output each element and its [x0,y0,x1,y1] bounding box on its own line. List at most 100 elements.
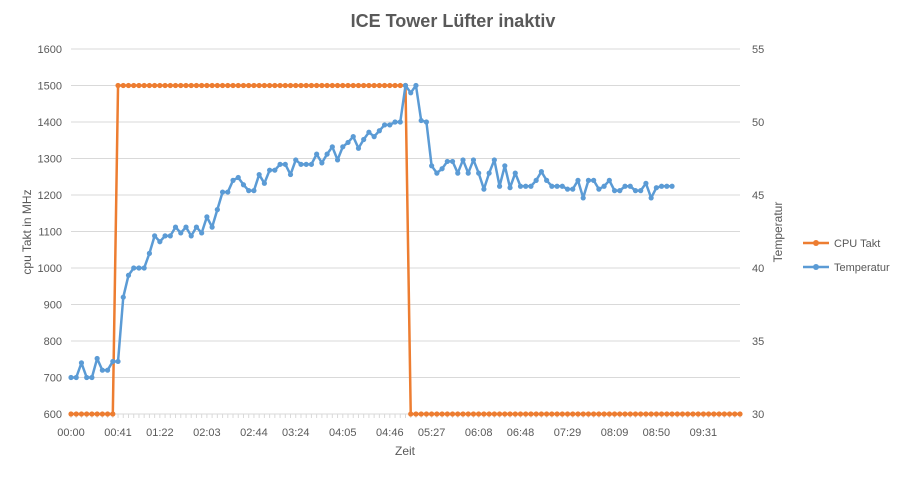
data-point [136,82,142,89]
data-point [669,183,675,189]
data-point [167,233,173,239]
y-tick-label: 1000 [38,263,62,275]
data-point [104,411,111,417]
data-point [110,358,116,365]
y-tick-label: 1400 [38,117,62,129]
data-point [251,82,257,89]
data-point [136,265,142,271]
data-point [559,183,565,189]
data-point [533,177,539,183]
data-point [721,411,727,417]
x-tick-label: 03:24 [282,427,310,439]
data-point [554,183,560,189]
data-point [376,128,382,134]
data-point [188,233,194,239]
data-point [549,411,555,417]
data-point [632,188,639,194]
data-point [345,82,351,89]
data-point [418,117,424,124]
data-point [225,189,231,195]
data-point [570,186,576,192]
data-point [538,169,544,175]
data-point [700,411,707,417]
data-point [78,411,85,417]
data-point [638,188,644,194]
data-point [596,186,602,192]
y-axis-left: 600 700 800 900 1000 1100 1200 1300 1400 1500 1600 [38,44,62,421]
data-point [183,82,189,89]
x-axis-label: Zeit [395,444,416,458]
data-point [622,411,628,417]
data-point [157,239,163,245]
data-point [324,82,330,89]
data-point [659,411,665,417]
data-point [162,233,168,239]
data-point [716,411,722,417]
data-point [157,82,163,89]
y-tick-label: 1100 [38,227,62,239]
y-tick-label: 600 [44,409,62,421]
data-point [178,82,184,89]
data-point [162,82,168,89]
data-point [345,139,351,146]
data-point [99,411,105,417]
data-point [110,411,116,417]
data-point [282,82,288,89]
data-point [214,207,220,213]
data-point [303,82,309,89]
data-point [251,188,257,194]
data-point [366,129,372,135]
data-point [219,189,226,195]
data-point [679,411,686,417]
data-point [293,82,299,89]
data-point [486,170,492,176]
data-point [146,82,152,89]
data-point [528,411,534,417]
data-point [204,82,210,89]
data-point [84,374,90,381]
data-point [439,166,445,172]
x-tick-label: 01:22 [146,427,174,439]
data-point [455,411,461,417]
data-point [94,355,100,362]
data-point [376,82,382,89]
data-point [664,183,670,189]
data-point [334,82,341,89]
data-point [214,82,220,89]
y-tick-label: 800 [44,336,62,348]
data-point [575,411,581,417]
y2-tick-label: 50 [752,117,764,129]
data-point [361,136,367,143]
data-point [507,185,513,191]
data-point [601,183,607,189]
y-tick-label: 1200 [38,190,62,202]
data-point [94,411,100,417]
data-point [585,177,592,183]
data-point [89,374,95,381]
data-point [564,411,571,417]
data-point [355,145,362,151]
data-point [350,82,356,89]
data-point [293,157,299,163]
series-layer [68,82,743,417]
data-point [199,230,205,236]
data-point [141,265,147,271]
data-point [230,177,236,183]
data-point [287,82,294,89]
data-point [648,195,654,201]
x-tick-label: 05:27 [418,427,446,439]
data-point [340,144,346,150]
x-tick-label: 00:41 [104,427,132,439]
data-point [272,82,278,89]
data-point [267,82,273,89]
data-point [68,374,74,381]
data-point [533,411,539,417]
data-point [476,170,482,176]
data-point [444,411,450,417]
data-point [726,411,733,417]
data-point [204,214,210,220]
data-point [408,411,414,417]
data-point [470,411,477,417]
